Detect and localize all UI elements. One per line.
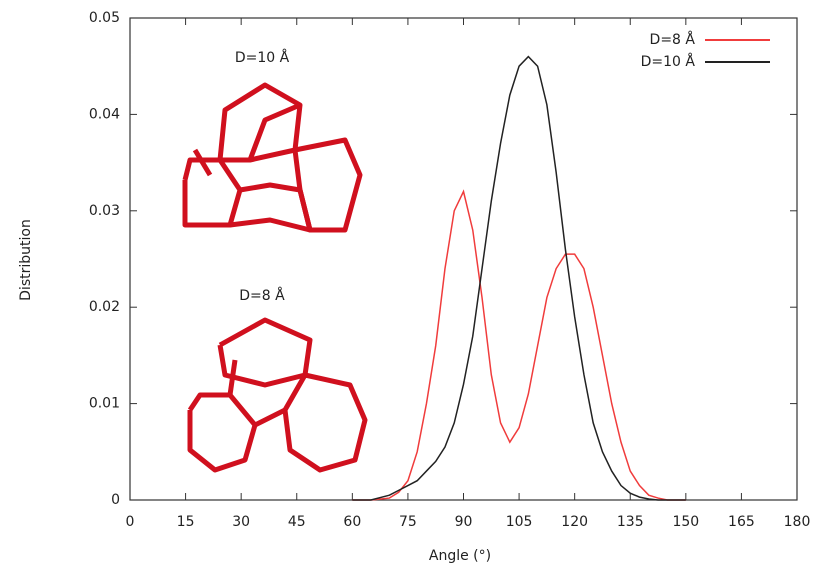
x-tick-label: 30 [232,514,250,530]
y-tick-label: 0.05 [89,10,120,26]
annotation: D=10 Å [235,49,290,66]
annotation: D=8 Å [239,287,285,304]
x-tick-label: 120 [561,514,588,530]
x-tick-label: 150 [672,514,699,530]
x-axis-label: Angle (°) [429,548,491,564]
series-line [352,55,686,501]
y-tick-label: 0.04 [89,106,120,122]
cage-8 [187,317,368,473]
x-tick-label: 45 [288,514,306,530]
x-tick-label: 60 [343,514,361,530]
x-tick-label: 15 [177,514,195,530]
x-tick-label: 90 [455,514,473,530]
legend-label: D=10 Å [641,53,696,70]
x-tick-label: 75 [399,514,417,530]
x-tick-label: 165 [728,514,755,530]
y-axis-label: Distribution [18,219,34,301]
y-tick-label: 0.02 [89,299,120,315]
y-tick-label: 0.01 [89,396,120,412]
x-tick-label: 0 [126,514,135,530]
y-tick-label: 0 [111,492,120,508]
plot-frame [129,17,798,501]
x-tick-label: 180 [784,514,811,530]
x-tick-label: 135 [617,514,644,530]
cage-10 [182,82,363,233]
legend-label: D=8 Å [650,31,696,48]
x-tick-label: 105 [506,514,533,530]
y-tick-label: 0.03 [89,203,120,219]
series-line [352,189,686,501]
